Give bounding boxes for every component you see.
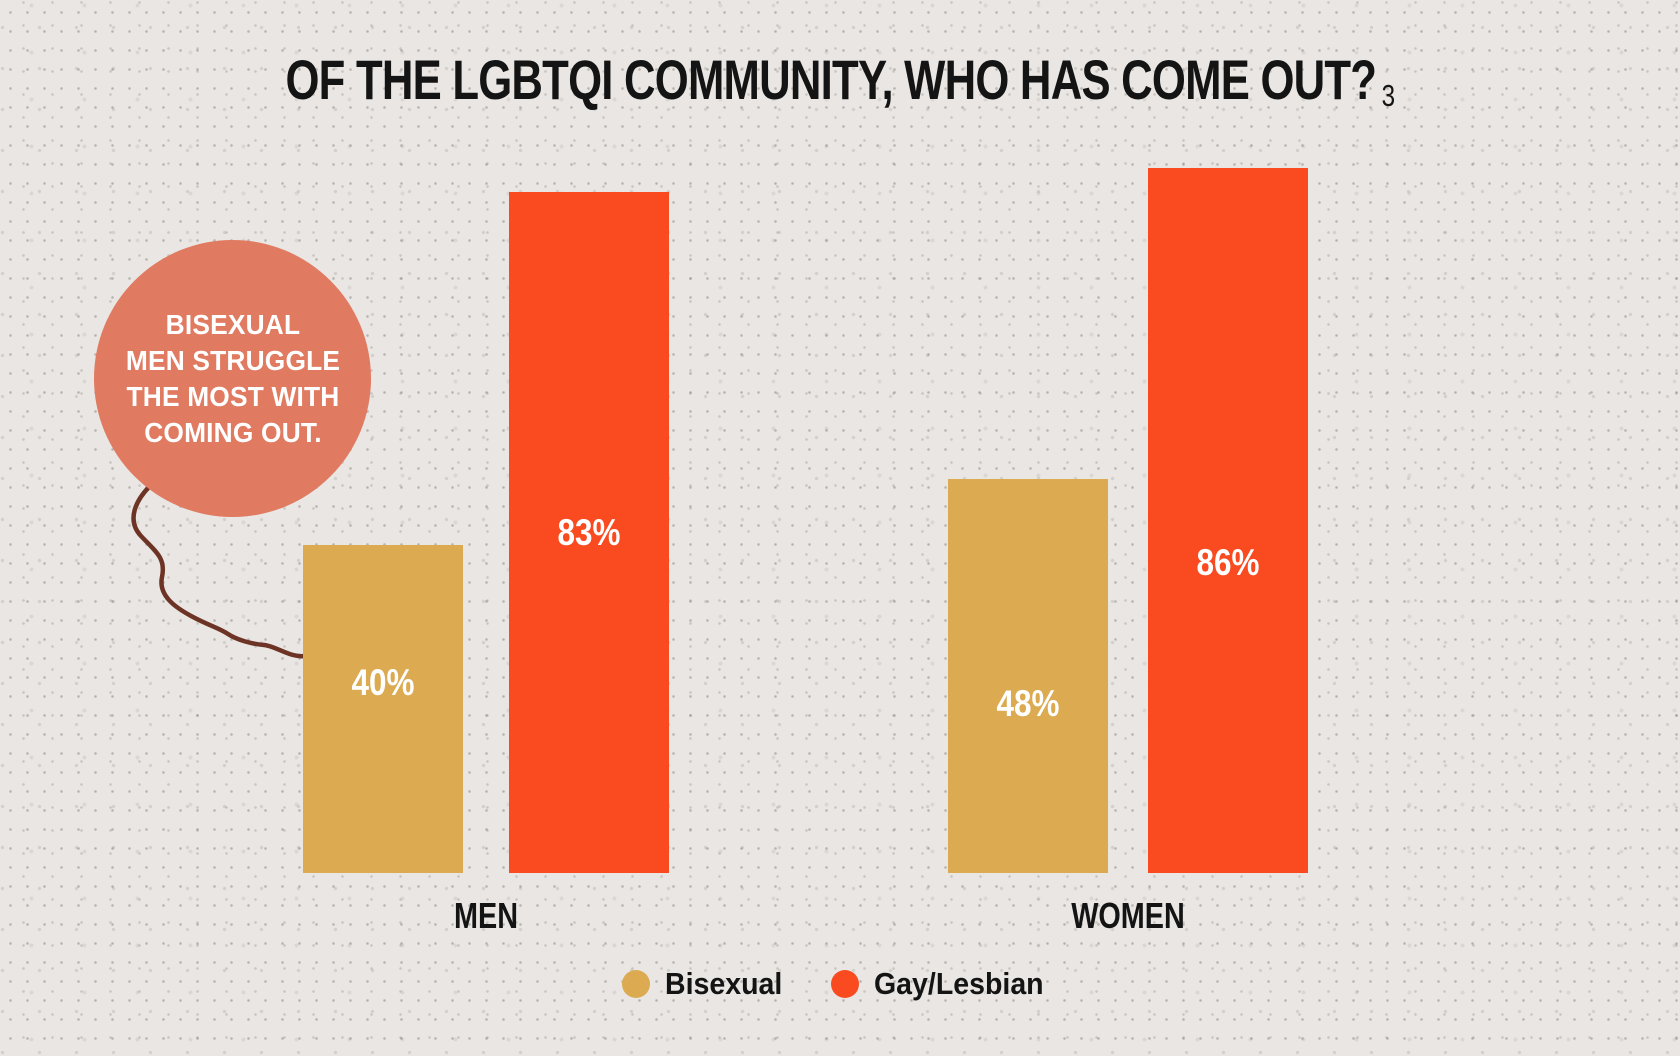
callout-text: BISEXUAL MEN STRUGGLE THE MOST WITH COMI…	[125, 307, 339, 451]
chart-legend: Bisexual Gay/Lesbian	[0, 966, 1680, 1002]
legend-item-gay-lesbian: Gay/Lesbian	[830, 966, 1058, 1002]
legend-label-bisexual: Bisexual	[665, 966, 783, 1001]
bar-women-bisexual: 48%	[948, 479, 1108, 873]
bisexual-swatch-icon	[622, 970, 651, 998]
bar-value-label-women-bisexual: 48%	[996, 682, 1060, 724]
legend-label-gay-lesbian: Gay/Lesbian	[873, 966, 1044, 1001]
callout-line-3: THE MOST WITH	[126, 380, 339, 412]
legend-item-bisexual: Bisexual	[622, 966, 793, 1002]
category-label-women: WOMEN	[1071, 895, 1185, 936]
bar-value-label-men-gay-lesbian: 83%	[557, 511, 621, 553]
gay-lesbian-swatch-icon	[830, 970, 859, 998]
bar-men-bisexual: 40%	[303, 545, 463, 873]
bar-women-gay-lesbian: 86%	[1148, 168, 1308, 873]
bar-value-label-women-gay-lesbian: 86%	[1196, 541, 1260, 583]
category-label-men: MEN	[454, 895, 518, 936]
callout-bubble: BISEXUAL MEN STRUGGLE THE MOST WITH COMI…	[94, 240, 371, 517]
callout-line-2: MEN STRUGGLE	[125, 344, 340, 376]
callout-line-4: COMING OUT.	[143, 416, 322, 448]
callout-line-1: BISEXUAL	[165, 308, 300, 340]
page-title-text-wrap: OF THE LGBTQI COMMUNITY, WHO HAS COME OU…	[285, 50, 1395, 119]
title-text: OF THE LGBTQI COMMUNITY, WHO HAS COME OU…	[285, 48, 1377, 111]
page-title: OF THE LGBTQI COMMUNITY, WHO HAS COME OU…	[0, 50, 1680, 119]
bar-men-gay-lesbian: 83%	[509, 192, 669, 873]
footnote-marker: 3	[1381, 78, 1395, 113]
bar-value-label-men-bisexual: 40%	[351, 661, 415, 703]
